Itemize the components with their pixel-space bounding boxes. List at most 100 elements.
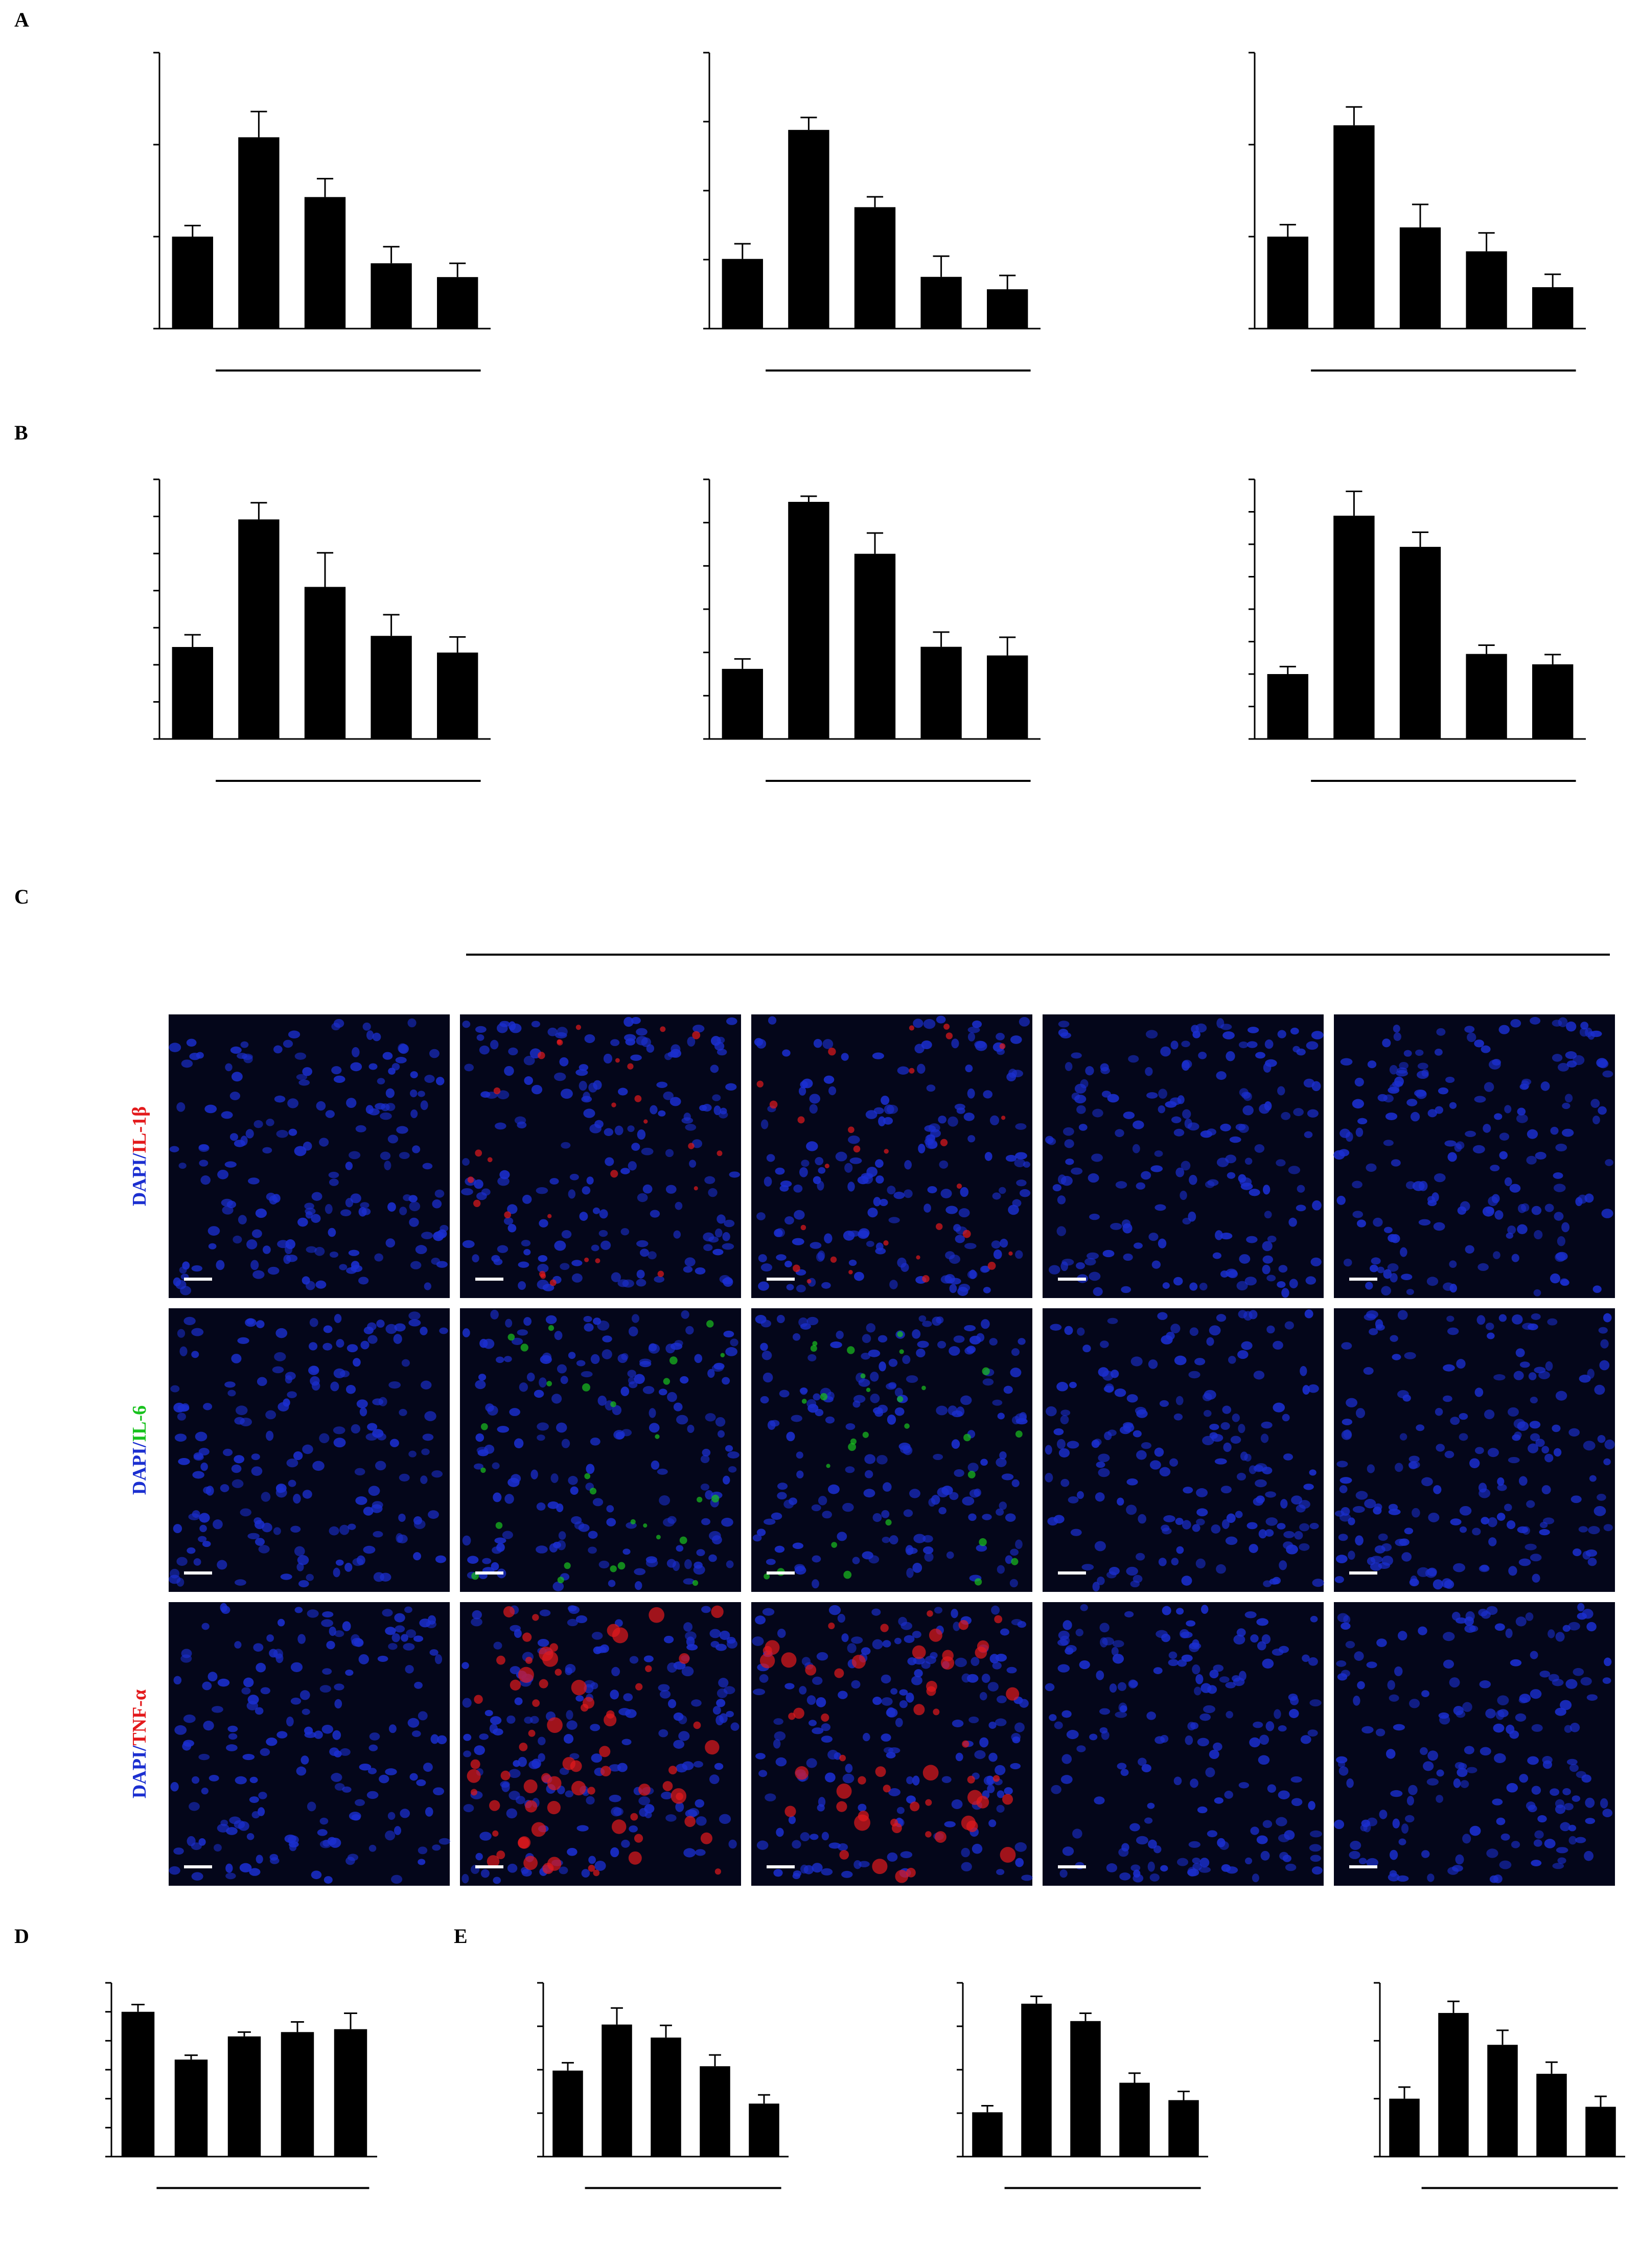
nucleus [813, 1393, 821, 1401]
nucleus [1474, 1096, 1486, 1103]
nucleus [1149, 1460, 1161, 1470]
nucleus [903, 1509, 913, 1517]
nucleus [602, 1335, 612, 1343]
nucleus [940, 1189, 952, 1198]
nucleus [896, 1807, 905, 1814]
nucleus [537, 1638, 549, 1647]
nucleus [597, 1395, 607, 1406]
nucleus [1126, 1566, 1138, 1576]
nucleus [717, 1430, 725, 1438]
nucleus [877, 1335, 888, 1343]
nucleus [1566, 1758, 1578, 1765]
nucleus [411, 1730, 421, 1738]
signal-spot [860, 1373, 866, 1379]
nucleus [1436, 1028, 1446, 1036]
nucleus [1149, 1873, 1160, 1882]
nucleus [1553, 1184, 1566, 1192]
nucleus [222, 1206, 234, 1215]
nucleus [394, 1323, 406, 1332]
nucleus [298, 1079, 310, 1086]
nucleus [703, 1232, 714, 1242]
nucleus [1199, 1282, 1208, 1291]
nucleus [1299, 1543, 1310, 1551]
nucleus [752, 1636, 764, 1646]
nucleus [181, 1649, 192, 1658]
nucleus [537, 1264, 549, 1273]
nucleus [273, 1045, 283, 1054]
nucleus [1094, 1796, 1105, 1804]
nucleus [1579, 1027, 1589, 1037]
nucleus [1053, 1515, 1065, 1523]
nucleus [1530, 1554, 1542, 1562]
nucleus [709, 1629, 721, 1638]
scale-bar [184, 1278, 212, 1281]
nucleus [1118, 1702, 1127, 1713]
signal-spot [1008, 1251, 1013, 1256]
nucleus [1544, 1204, 1554, 1212]
nucleus [1272, 1648, 1284, 1656]
nucleus [1216, 1071, 1227, 1080]
nucleus [592, 1207, 600, 1214]
nucleus [1000, 1628, 1009, 1636]
nucleus [1542, 1756, 1553, 1764]
nucleus [1530, 1433, 1540, 1442]
signal-spot [547, 1800, 561, 1815]
micrograph-background [1334, 1308, 1615, 1592]
nucleus [1557, 1062, 1569, 1072]
nucleus [889, 1535, 898, 1545]
nucleus [665, 1344, 676, 1354]
nucleus [1011, 1348, 1020, 1356]
nucleus [938, 1116, 946, 1124]
nucleus [1130, 1864, 1141, 1871]
nucleus [1444, 1140, 1457, 1147]
panel-label-d: D [14, 1925, 29, 1948]
nucleus [703, 1244, 713, 1251]
nucleus [1338, 1534, 1348, 1541]
signal-spot [967, 1775, 975, 1784]
nucleus [691, 1699, 702, 1707]
nucleus [1277, 1030, 1286, 1038]
nucleus [490, 1039, 499, 1050]
nucleus [816, 1652, 828, 1661]
nucleus [1398, 1838, 1406, 1845]
nucleus [571, 1273, 583, 1283]
nucleus [609, 1764, 621, 1772]
nucleus [319, 1685, 332, 1693]
nucleus [858, 1861, 870, 1867]
nucleus [388, 1643, 398, 1650]
nucleus [480, 1869, 490, 1878]
nucleus [1435, 1106, 1444, 1114]
nucleus [1398, 1631, 1407, 1641]
nucleus [307, 1801, 316, 1812]
row-label: DAPI/IL-6 [129, 1405, 150, 1495]
nucleus [1361, 1726, 1374, 1734]
nucleus [1479, 1680, 1491, 1688]
nucleus [358, 1277, 369, 1285]
nucleus [904, 1189, 913, 1198]
nucleus [1092, 1108, 1103, 1118]
nucleus [410, 1071, 418, 1078]
nucleus [1584, 1850, 1594, 1861]
nucleus [430, 1734, 439, 1744]
nucleus [1426, 1778, 1439, 1786]
nucleus [1348, 1550, 1355, 1560]
nucleus [491, 1562, 499, 1571]
signal-spot [610, 1401, 616, 1407]
nucleus [1588, 1526, 1600, 1535]
nucleus [721, 1517, 733, 1527]
nucleus [845, 1764, 853, 1773]
nucleus [830, 1341, 842, 1349]
nucleus [567, 1618, 578, 1627]
signal-spot [688, 1143, 695, 1149]
nucleus [429, 1049, 440, 1058]
nucleus [229, 1092, 241, 1100]
nucleus [1496, 1513, 1506, 1521]
nucleus [800, 1832, 810, 1842]
bar [788, 502, 829, 739]
nucleus [888, 1747, 900, 1754]
nucleus [695, 1799, 705, 1808]
nucleus [1565, 1679, 1578, 1689]
signal-spot [475, 1149, 482, 1157]
signal-spot [628, 1851, 642, 1865]
nucleus [951, 1439, 960, 1449]
